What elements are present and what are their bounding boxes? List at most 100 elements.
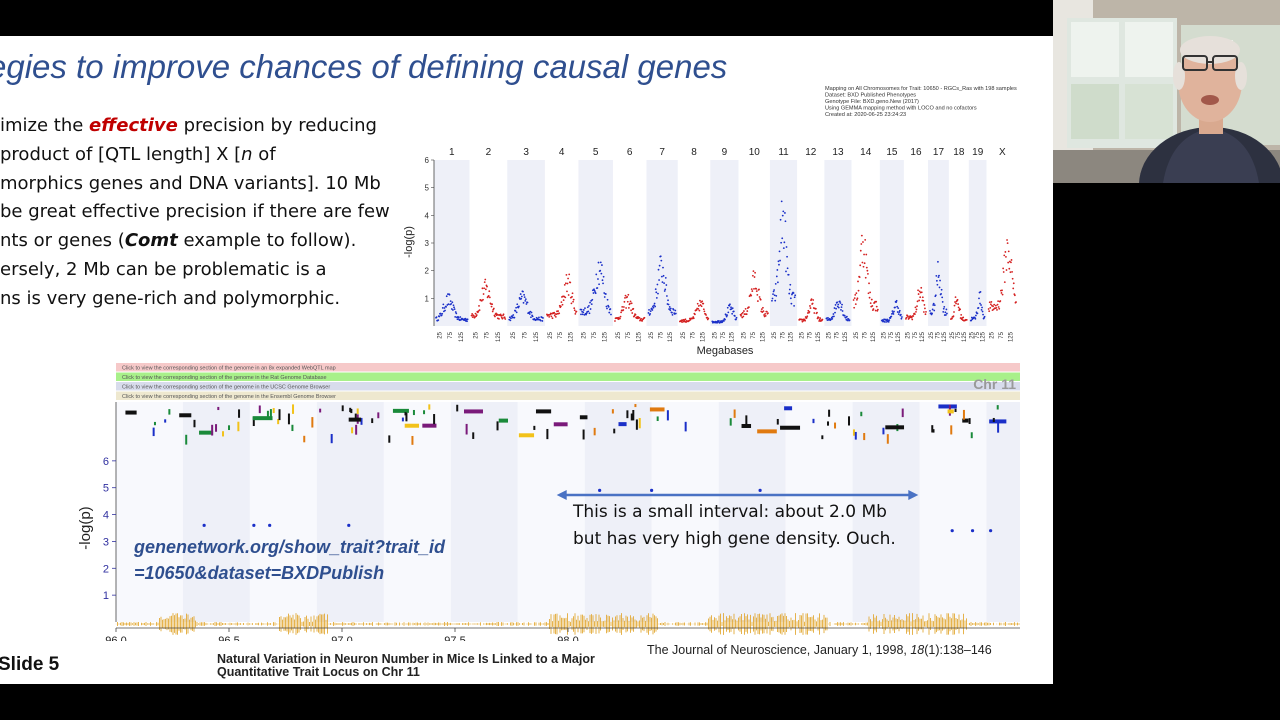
journal-volume: 18 bbox=[910, 643, 925, 657]
marker-point bbox=[997, 300, 1000, 303]
marker-point bbox=[867, 272, 869, 275]
marker-point bbox=[773, 294, 776, 297]
marker-point bbox=[665, 284, 668, 286]
marker-point bbox=[940, 288, 943, 291]
marker-point bbox=[900, 317, 903, 320]
chromosome-label: 2 bbox=[486, 147, 492, 158]
marker-point bbox=[860, 234, 863, 237]
x-tick-label: 25 bbox=[473, 331, 479, 338]
gene-glyph bbox=[938, 404, 957, 409]
marker-point bbox=[441, 312, 444, 315]
gene-glyph bbox=[278, 409, 281, 421]
marker-point bbox=[252, 523, 256, 527]
gene-glyph bbox=[618, 422, 627, 427]
marker-point bbox=[586, 306, 589, 309]
browser-link-label: Click to view the corresponding section … bbox=[122, 385, 330, 391]
marker-point bbox=[866, 269, 869, 272]
x-tick-label: 25 bbox=[437, 331, 443, 338]
gene-glyph bbox=[997, 422, 1000, 433]
marker-point bbox=[999, 300, 1002, 302]
marker-point bbox=[889, 317, 892, 320]
marker-point bbox=[864, 238, 867, 241]
chromosome-labels: 1 2 3 4 5 6 7 8 9 10 11 12 13 14 15 16 17 18 19 X bbox=[449, 147, 1006, 158]
marker-point bbox=[776, 269, 779, 271]
marker-point bbox=[982, 313, 984, 316]
marker-point bbox=[620, 311, 622, 314]
marker-point bbox=[608, 311, 611, 314]
background-band bbox=[584, 402, 652, 622]
marker-point bbox=[974, 317, 977, 320]
marker-point bbox=[594, 292, 597, 295]
marker-point bbox=[575, 310, 578, 313]
marker-point bbox=[728, 304, 731, 307]
gene-glyph bbox=[371, 418, 374, 424]
marker-point bbox=[664, 288, 667, 291]
marker-point bbox=[942, 307, 945, 310]
marker-point bbox=[664, 276, 667, 279]
marker-point bbox=[794, 294, 797, 297]
background-band bbox=[651, 402, 719, 622]
marker-point bbox=[772, 293, 774, 295]
marker-point bbox=[582, 309, 585, 311]
gene-glyph bbox=[821, 435, 824, 440]
marker-point bbox=[810, 298, 813, 301]
browser-link-label: Click to view the corresponding section … bbox=[122, 394, 336, 400]
marker-point bbox=[762, 306, 764, 309]
gene-glyph bbox=[228, 425, 231, 431]
gene-glyph bbox=[656, 416, 659, 422]
marker-point bbox=[1005, 256, 1007, 258]
marker-point bbox=[705, 314, 707, 316]
x-tick-label: 125 bbox=[668, 331, 674, 342]
marker-point bbox=[771, 297, 774, 300]
bullet-line-2: product of [QTL length] X [n of bbox=[0, 141, 405, 170]
gene-glyph bbox=[465, 423, 468, 435]
marker-point bbox=[471, 313, 474, 315]
marker-point bbox=[890, 315, 893, 318]
y-tick-label: 4 bbox=[425, 211, 430, 220]
marker-point bbox=[962, 316, 965, 319]
marker-point bbox=[923, 304, 926, 306]
marker-point bbox=[839, 302, 842, 304]
gene-glyph bbox=[684, 421, 687, 432]
gene-glyph bbox=[351, 427, 354, 434]
marker-point bbox=[453, 308, 456, 311]
marker-point bbox=[657, 268, 660, 271]
background-band bbox=[116, 402, 183, 622]
marker-point bbox=[745, 313, 748, 316]
marker-point bbox=[667, 303, 670, 306]
marker-point bbox=[915, 308, 918, 311]
background-band bbox=[919, 402, 987, 622]
marker-point bbox=[992, 308, 995, 311]
x-tick-label: 75 bbox=[448, 331, 454, 338]
marker-point bbox=[511, 315, 514, 318]
marker-point bbox=[548, 315, 551, 318]
marker-point bbox=[780, 241, 783, 244]
marker-point bbox=[764, 312, 767, 315]
gene-glyph bbox=[222, 431, 225, 437]
gene-glyph bbox=[745, 415, 748, 426]
marker-point bbox=[891, 310, 894, 313]
marker-point bbox=[481, 287, 484, 290]
gene-glyph bbox=[412, 409, 415, 416]
slide-number: Slide 5 bbox=[0, 654, 60, 675]
marker-point bbox=[663, 282, 666, 284]
marker-point bbox=[674, 312, 677, 315]
marker-point bbox=[895, 299, 898, 302]
marker-point bbox=[970, 529, 975, 533]
gene-glyph bbox=[423, 410, 426, 415]
bullet-text-fragment: nts or genes ( bbox=[0, 230, 125, 252]
marker-point bbox=[669, 309, 672, 312]
marker-point bbox=[663, 290, 666, 292]
marker-point bbox=[921, 296, 924, 299]
bullet-text-fragment: precision by reducing bbox=[177, 115, 377, 136]
marker-point bbox=[1006, 239, 1008, 241]
gene-glyph bbox=[996, 405, 999, 410]
citation-title: Natural Variation in Neuron Number in Mi… bbox=[217, 653, 595, 679]
marker-point bbox=[718, 319, 720, 322]
marker-point bbox=[449, 300, 452, 302]
marker-point bbox=[522, 301, 525, 304]
marker-point bbox=[553, 314, 556, 317]
marker-point bbox=[1002, 271, 1005, 273]
gene-glyph bbox=[185, 434, 188, 445]
marker-point bbox=[661, 281, 664, 284]
